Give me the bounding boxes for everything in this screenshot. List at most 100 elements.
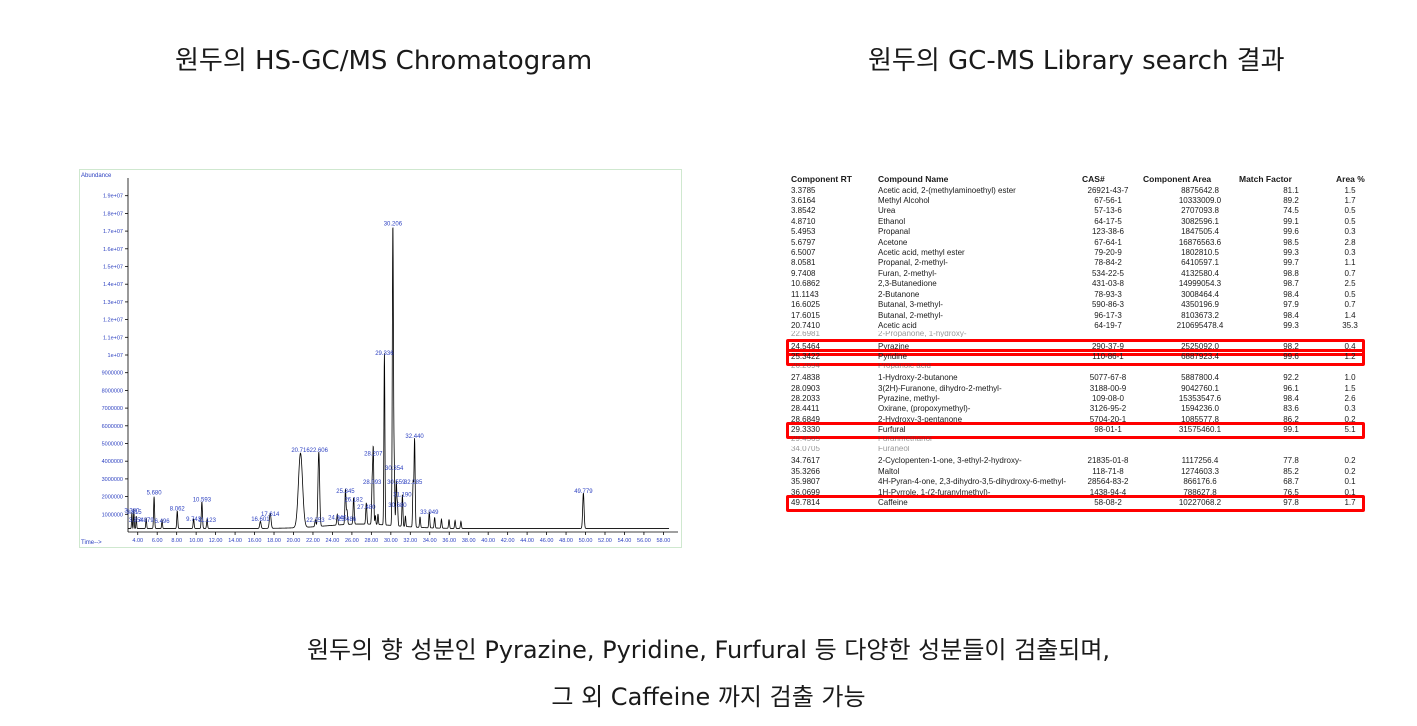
right-title: 원두의 GC-MS Library search 결과 (868, 46, 1285, 76)
cell-rt: 8.0581 (791, 258, 816, 268)
cell-match: 85.2 (1283, 466, 1299, 476)
cell-name: Butanal, 3-methyl- (878, 300, 943, 310)
y-axis: 1000000 2000000 3000000 4000000 5000000 60000… (102, 178, 129, 532)
y-tick-label: 1.4e+07 (103, 282, 123, 288)
cell-area: 5887800.4 (1181, 373, 1219, 383)
cell-cas: 290-37-9 (1091, 341, 1125, 351)
highlight-box (786, 349, 1365, 367)
x-tick-label: 28.00 (364, 538, 378, 544)
peak-label: 25.345 (336, 489, 355, 495)
peak-label: 30.559 (387, 480, 406, 486)
cell-rt: 3.6164 (791, 195, 816, 205)
cell-pct: 0.1 (1344, 477, 1356, 487)
x-tick-label: 40.00 (481, 538, 495, 544)
table-row-partial: 34.0705 Furaneol (785, 446, 1367, 452)
cell-area: 2707093.8 (1181, 206, 1219, 216)
cell-rt: 35.3266 (791, 466, 820, 476)
cell-match: 99.7 (1283, 258, 1299, 268)
cell-match: 98.5 (1283, 237, 1299, 247)
table-row: 3.8542 Urea 57-13-6 2707093.8 74.5 0.5 (785, 206, 1367, 216)
table-row: 3.3785 Acetic acid, 2-(methylaminoethyl) … (785, 186, 1367, 196)
cell-pct: 0.7 (1344, 268, 1356, 278)
cell-area: 210695478.4 (1176, 321, 1224, 330)
y-tick-label: 2000000 (102, 495, 123, 501)
cell-area: 6410597.1 (1181, 258, 1219, 268)
cell-name: Acetone (878, 237, 908, 247)
cell-rt: 36.0699 (791, 487, 820, 497)
cell-rt: 34.0705 (791, 446, 820, 452)
cell-match: 99.6 (1283, 227, 1299, 237)
col-header-pct: Area % (1336, 174, 1365, 184)
x-tick-label: 48.00 (559, 538, 573, 544)
cell-name: Caffeine (878, 498, 908, 508)
x-tick-label: 20.00 (287, 538, 301, 544)
cell-name: 1H-Pyrrole, 1-(2-furanylmethyl)- (878, 487, 991, 497)
y-tick-label: 1.1e+07 (103, 335, 123, 341)
cell-area: 4350196.9 (1181, 300, 1219, 310)
table-row: 29.3330 Furfural 98-01-1 31575460.1 99.1 5.1 (785, 425, 1367, 435)
cell-rt: 22.6981 (791, 331, 820, 338)
cell-name: Acetic acid (878, 321, 917, 330)
cell-rt: 10.6862 (791, 279, 820, 289)
cell-match: 81.1 (1283, 185, 1299, 195)
peak-label: 5.680 (147, 491, 163, 497)
y-tick-label: 1.3e+07 (103, 300, 123, 306)
peak-label: 17.614 (261, 512, 280, 518)
peak-label: 31.190 (393, 492, 412, 498)
table-row: 35.3266 Maltol 118-71-8 1274603.3 85.2 0.2 (785, 467, 1367, 477)
cell-match: 98.4 (1283, 393, 1299, 403)
cell-match: 98.4 (1283, 289, 1299, 299)
cell-rt: 5.4953 (791, 227, 816, 237)
cell-pct: 35.3 (1342, 321, 1358, 330)
peak-label: 28.093 (363, 480, 382, 486)
cell-area: 1117256.4 (1181, 456, 1219, 466)
cell-match: 97.9 (1283, 300, 1299, 310)
cell-match: 92.2 (1283, 373, 1299, 383)
table-row: 24.5464 Pyrazine 290-37-9 2525092.0 98.2 0.4 (785, 342, 1367, 352)
cell-name: 2-Hydroxy-3-pentanone (878, 414, 963, 424)
x-tick-label: 22.00 (306, 538, 320, 544)
x-tick-label: 26.00 (345, 538, 359, 544)
x-tick-label: 12.00 (209, 538, 223, 544)
table-row: 5.4953 Propanal 123-38-6 1847505.4 99.6 0.3 (785, 227, 1367, 237)
cell-area: 6887923.4 (1181, 352, 1219, 362)
cell-name: 4H-Pyran-4-one, 2,3-dihydro-3,5-dihydrox… (878, 477, 1067, 487)
peak-label: 27.480 (357, 505, 376, 511)
col-header-match: Match Factor (1239, 174, 1292, 184)
cell-name: Acetic acid, methyl ester (878, 248, 965, 257)
table-row: 11.1143 2-Butanone 78-93-3 3008464.4 98.4 0.5 (785, 290, 1367, 300)
cell-area: 16876563.6 (1178, 237, 1222, 247)
footer-line-2: 그 외 Caffeine 까지 검출 가능 (551, 683, 866, 711)
cell-name: Propanoic acid (878, 362, 931, 369)
y-tick-label: 8000000 (102, 388, 123, 394)
highlight-box (786, 338, 1365, 356)
cell-area: 2525092.0 (1181, 341, 1219, 351)
cell-area: 8875642.8 (1181, 185, 1219, 195)
cell-cas: 78-84-2 (1094, 258, 1122, 268)
cell-pct: 0.5 (1344, 216, 1356, 226)
cell-area: 14999054.3 (1178, 279, 1222, 289)
cell-rt: 25.3422 (791, 352, 820, 362)
table-row: 16.6025 Butanal, 3-methyl- 590-86-3 4350196… (785, 300, 1367, 310)
table-row: 49.7814 Caffeine 58-08-2 10227068.2 97.8 1.7 (785, 498, 1367, 508)
cell-match: 77.8 (1283, 456, 1299, 466)
peak-label: 11.123 (198, 518, 217, 524)
y-tick-label: 3000000 (102, 477, 123, 483)
peak-label: 20.716 (291, 448, 310, 454)
cell-cas: 28564-83-2 (1087, 477, 1129, 487)
cell-pct: 0.2 (1344, 456, 1356, 466)
cell-pct: 0.3 (1344, 227, 1356, 237)
x-tick-label: 44.00 (520, 538, 534, 544)
cell-rt: 28.2033 (791, 393, 820, 403)
cell-rt: 27.4838 (791, 373, 820, 383)
x-tick-label: 34.00 (423, 538, 437, 544)
cell-match: 74.5 (1283, 206, 1299, 216)
cell-name: Pyrazine (878, 341, 910, 351)
y-tick-label: 1.9e+07 (103, 194, 123, 200)
x-tick-label: 16.00 (248, 538, 262, 544)
cell-cas: 1438-94-4 (1089, 487, 1127, 497)
x-tick-label: 36.00 (442, 538, 456, 544)
x-tick-label: 54.00 (618, 538, 632, 544)
cell-cas: 118-71-8 (1092, 466, 1124, 476)
x-tick-label: 30.00 (384, 538, 398, 544)
